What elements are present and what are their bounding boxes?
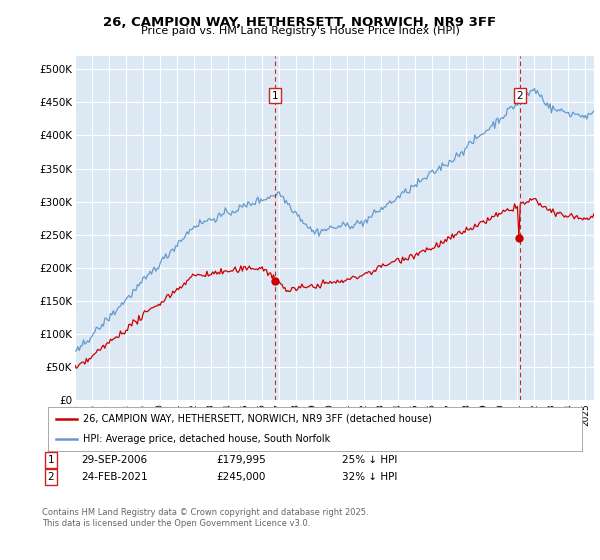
Text: 29-SEP-2006: 29-SEP-2006 [81, 455, 147, 465]
Text: 1: 1 [47, 455, 55, 465]
Text: 26, CAMPION WAY, HETHERSETT, NORWICH, NR9 3FF (detached house): 26, CAMPION WAY, HETHERSETT, NORWICH, NR… [83, 414, 431, 424]
Text: £179,995: £179,995 [216, 455, 266, 465]
Text: 1: 1 [272, 91, 278, 101]
Text: 25% ↓ HPI: 25% ↓ HPI [342, 455, 397, 465]
Text: Contains HM Land Registry data © Crown copyright and database right 2025.
This d: Contains HM Land Registry data © Crown c… [42, 508, 368, 528]
Text: 26, CAMPION WAY, HETHERSETT, NORWICH, NR9 3FF: 26, CAMPION WAY, HETHERSETT, NORWICH, NR… [103, 16, 497, 29]
Text: 32% ↓ HPI: 32% ↓ HPI [342, 472, 397, 482]
Text: Price paid vs. HM Land Registry's House Price Index (HPI): Price paid vs. HM Land Registry's House … [140, 26, 460, 36]
Text: 2: 2 [517, 91, 523, 101]
Text: HPI: Average price, detached house, South Norfolk: HPI: Average price, detached house, Sout… [83, 434, 330, 444]
Text: 24-FEB-2021: 24-FEB-2021 [81, 472, 148, 482]
Text: 2: 2 [47, 472, 55, 482]
Text: £245,000: £245,000 [216, 472, 265, 482]
